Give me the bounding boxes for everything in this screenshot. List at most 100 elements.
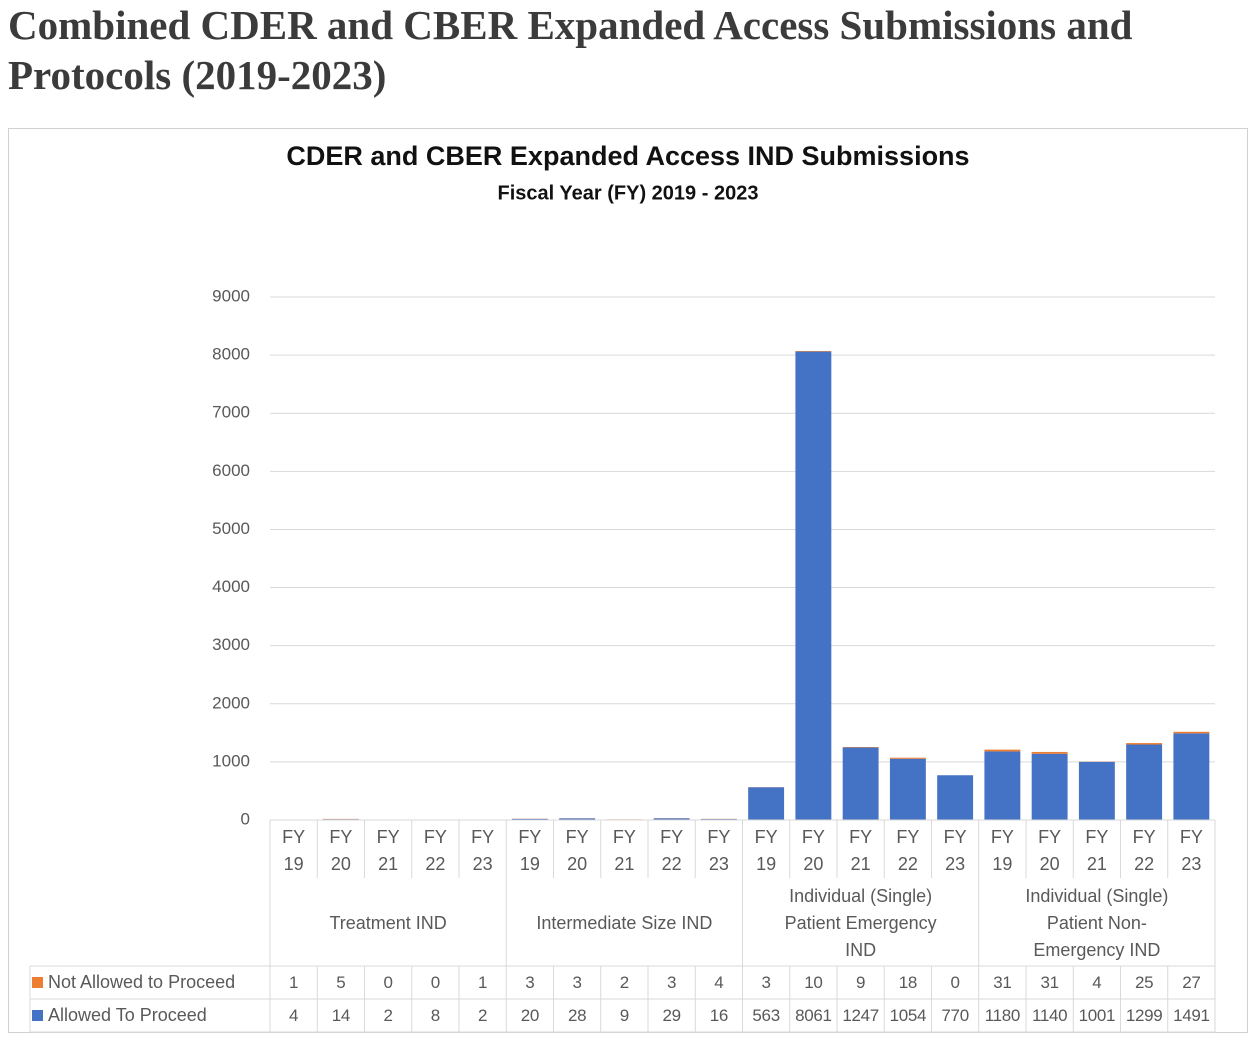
table-value: 563 — [752, 1006, 780, 1025]
table-value: 14 — [331, 1006, 351, 1025]
x-tick-label: FY 23 — [1179, 827, 1203, 874]
y-tick-label: 6000 — [212, 461, 250, 480]
bar-segment — [1173, 731, 1210, 734]
y-tick-label: 3000 — [212, 635, 250, 654]
table-value: 1299 — [1125, 1006, 1163, 1025]
x-tick-label: FY 21 — [376, 827, 400, 874]
x-tick-label: FY 22 — [660, 827, 684, 874]
x-tick-label: FY 19 — [990, 827, 1014, 874]
table-value: 1 — [478, 973, 488, 992]
x-tick-label: FY 23 — [471, 827, 495, 874]
table-value: 3 — [525, 973, 535, 992]
bar-segment — [842, 747, 879, 820]
chart-title: CDER and CBER Expanded Access IND Submis… — [286, 141, 969, 171]
table-value: 1001 — [1078, 1006, 1116, 1025]
bar-segment — [795, 350, 832, 352]
x-tick-label: FY 22 — [896, 827, 920, 874]
table-value: 8 — [430, 1006, 440, 1025]
table-value: 4 — [289, 1006, 299, 1025]
table-value: 25 — [1134, 973, 1154, 992]
x-tick-label: FY 22 — [1132, 827, 1156, 874]
bar-segment — [653, 818, 690, 820]
legend-swatch — [32, 1010, 43, 1021]
group-label: Individual (Single) Patient Emergency IN… — [784, 885, 937, 960]
table-value: 3 — [761, 973, 771, 992]
table-value: 10 — [804, 973, 823, 992]
table-value: 0 — [950, 973, 960, 992]
group-label: Treatment IND — [329, 912, 447, 933]
x-tick-label: FY 19 — [282, 827, 306, 874]
bar-segment — [842, 747, 879, 748]
table-value: 8061 — [795, 1006, 832, 1025]
table-value: 31 — [1040, 973, 1059, 992]
x-tick-label: FY 19 — [754, 827, 778, 874]
y-tick-label: 7000 — [212, 403, 250, 422]
table-value: 31 — [993, 973, 1012, 992]
table-value: 4 — [714, 973, 724, 992]
y-tick-label: 0 — [241, 809, 250, 828]
bar-segment — [1031, 753, 1068, 820]
table-value: 9 — [619, 1006, 629, 1025]
table-value: 3 — [572, 973, 582, 992]
table-value: 2 — [383, 1006, 393, 1025]
y-tick-label: 9000 — [212, 286, 250, 305]
x-tick-label: FY 20 — [801, 827, 825, 874]
y-tick-label: 8000 — [212, 345, 250, 364]
table-value: 27 — [1182, 973, 1201, 992]
bar-segment — [937, 775, 974, 820]
y-tick-label: 5000 — [212, 519, 250, 538]
x-tick-label: FY 20 — [565, 827, 589, 874]
table-value: 16 — [709, 1006, 729, 1025]
bar-segment — [889, 757, 926, 759]
table-value: 5 — [336, 973, 346, 992]
bar-segment — [748, 787, 785, 820]
table-value: 1 — [289, 973, 299, 992]
table-value: 3 — [667, 973, 677, 992]
bar-segment — [1173, 733, 1210, 820]
y-tick-label: 1000 — [212, 751, 250, 770]
legend-entry: Allowed To Proceed — [32, 999, 268, 1032]
bar-segment — [984, 751, 1021, 820]
bar-segment — [559, 818, 596, 820]
bar-segment — [1126, 743, 1163, 745]
table-value: 2 — [619, 973, 629, 992]
legend-label: Allowed To Proceed — [48, 1005, 207, 1025]
x-tick-label: FY 21 — [849, 827, 873, 874]
table-value: 18 — [898, 973, 918, 992]
x-tick-label: FY 21 — [1085, 827, 1109, 874]
bar-segment — [1126, 744, 1163, 820]
legend-entry: Not Allowed to Proceed — [32, 966, 268, 999]
table-value: 28 — [567, 1006, 587, 1025]
table-value: 20 — [520, 1006, 540, 1025]
x-tick-label: FY 19 — [518, 827, 542, 874]
chart-subtitle: Fiscal Year (FY) 2019 - 2023 — [498, 182, 759, 204]
bar-segment — [795, 351, 832, 820]
table-value: 0 — [383, 973, 393, 992]
legend-label: Not Allowed to Proceed — [48, 972, 236, 992]
page-heading: Combined CDER and CBER Expanded Access S… — [8, 2, 1133, 98]
legend-swatch — [32, 977, 43, 988]
table-value: 0 — [430, 973, 440, 992]
table-value: 770 — [941, 1006, 969, 1025]
bar-segment — [1031, 751, 1068, 754]
x-tick-label: FY 20 — [1038, 827, 1062, 874]
table-value: 1140 — [1031, 1006, 1068, 1025]
x-tick-label: FY 20 — [329, 827, 353, 874]
x-tick-label: FY 21 — [612, 827, 636, 874]
table-value: 1247 — [842, 1006, 879, 1025]
table-value: 29 — [662, 1006, 681, 1025]
bar-segment — [984, 749, 1021, 752]
table-value: 1054 — [889, 1006, 927, 1025]
y-tick-label: 4000 — [212, 577, 250, 596]
table-value: 1180 — [984, 1006, 1021, 1025]
table-value: 1491 — [1173, 1006, 1210, 1025]
table-value: 2 — [478, 1006, 488, 1025]
x-tick-label: FY 23 — [707, 827, 731, 874]
table-value: 9 — [856, 973, 866, 992]
x-tick-label: FY 23 — [943, 827, 967, 874]
bar-segment — [889, 758, 926, 820]
bar-segment — [1078, 761, 1115, 820]
bar-segment — [511, 818, 548, 820]
